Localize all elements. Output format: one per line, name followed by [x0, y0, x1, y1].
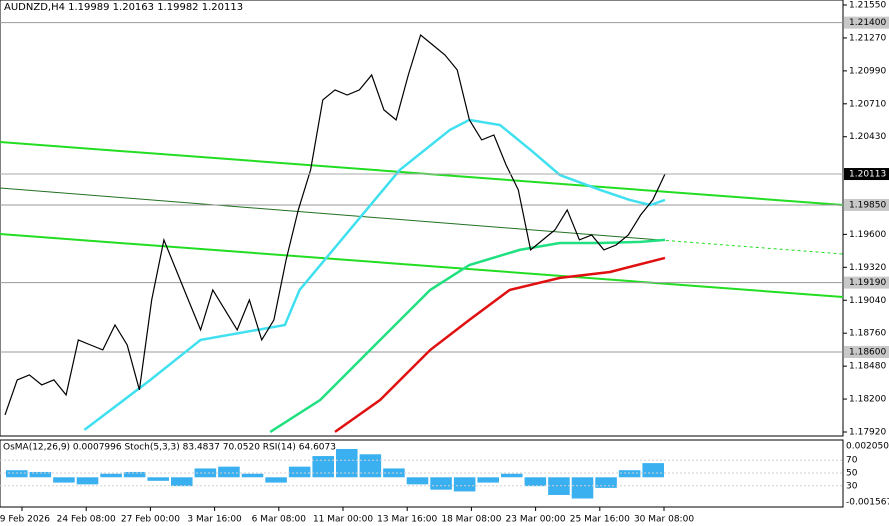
osma-bar — [312, 456, 334, 478]
x-tick-label: 30 Mar 08:00 — [634, 515, 694, 525]
y-tick-label: 1.18200 — [849, 395, 886, 405]
osma-bar — [548, 477, 570, 495]
y-tick-label: 1.19600 — [849, 230, 886, 240]
y-tick-label: 1.20990 — [849, 66, 886, 76]
level-label: 1.19190 — [849, 278, 886, 288]
moving-average — [334, 256, 666, 433]
x-tick-label: 11 Mar 00:00 — [313, 515, 373, 525]
moving-average — [269, 238, 666, 433]
upper-trendline — [0, 141, 844, 206]
osma-bar — [218, 466, 240, 478]
osma-bar — [171, 477, 193, 487]
moving-average — [83, 118, 666, 431]
osma-bar — [501, 473, 523, 478]
osma-bar — [100, 473, 122, 478]
y-tick-label: 1.17920 — [849, 428, 886, 438]
osma-bar — [53, 477, 75, 483]
middle-trendline — [0, 187, 661, 241]
osma-bar — [524, 477, 547, 487]
chart-title: AUDNZD,H4 1.19989 1.20163 1.19982 1.2011… — [4, 2, 243, 13]
osma-bar — [430, 477, 452, 490]
y-tick-label: 1.19320 — [849, 263, 886, 273]
y-tick-label: 1.21270 — [849, 33, 886, 43]
osma-bar — [595, 477, 617, 488]
current-price-bg — [844, 168, 889, 181]
osma-bar — [477, 477, 499, 483]
price-panel — [0, 0, 844, 437]
level-label-bg — [844, 276, 889, 289]
level-label: 1.19850 — [849, 200, 886, 210]
osma-bar — [336, 448, 358, 478]
y-tick-label: 1.19040 — [849, 296, 886, 306]
level-label-bg — [844, 346, 889, 359]
x-tick-label: 13 Mar 16:00 — [377, 515, 437, 525]
x-tick-label: 25 Mar 16:00 — [570, 515, 630, 525]
y-tick-label: 1.18480 — [849, 362, 886, 372]
osma-bar — [29, 471, 52, 478]
osma-bar — [453, 477, 476, 492]
level-label-bg — [844, 16, 889, 29]
y-tick-label: 1.21550 — [849, 1, 886, 11]
price-line — [4, 33, 666, 416]
osma-tick-label: 0.0020505 — [846, 442, 889, 452]
osma-bar — [6, 470, 28, 478]
current-price-label: 1.20113 — [849, 170, 886, 180]
osma-bar — [642, 463, 664, 478]
osma-bar — [618, 470, 641, 478]
level-label: 1.21400 — [849, 18, 886, 28]
osma-bar — [359, 454, 382, 478]
x-tick-label: 6 Mar 08:00 — [252, 515, 307, 525]
stoch-level-label: 50 — [846, 469, 858, 479]
level-label: 1.18600 — [849, 348, 886, 358]
stoch-level-label: 30 — [846, 481, 858, 491]
trendlines — [0, 141, 844, 298]
x-tick-label: 3 Mar 16:00 — [187, 515, 242, 525]
osma-bar — [265, 477, 287, 483]
osma-bar — [571, 477, 594, 499]
x-tick-label: 18 Mar 08:00 — [441, 515, 501, 525]
y-tick-label: 1.20710 — [849, 99, 886, 109]
osma-tick-label: -0.001567 — [846, 498, 889, 508]
x-tick-label: 19 Feb 2026 — [0, 515, 50, 525]
stoch-level-label: 70 — [846, 456, 858, 466]
x-tick-label: 27 Feb 00:00 — [121, 515, 180, 525]
osma-bar — [241, 473, 264, 478]
osma-bar — [123, 471, 146, 478]
middle-trendline-ext — [659, 239, 844, 255]
osma-bar — [147, 477, 169, 481]
osma-bar — [76, 477, 99, 485]
indicator-title: OsMA(12,26,9) 0.0007996 Stoch(5,3,3) 83.… — [3, 443, 336, 453]
y-tick-label: 1.18760 — [849, 329, 886, 339]
lower-trendline — [0, 233, 844, 298]
y-tick-label: 1.20430 — [849, 132, 886, 142]
osma-bar — [288, 466, 311, 478]
level-label-bg — [844, 198, 889, 211]
x-tick-label: 23 Mar 00:00 — [506, 515, 566, 525]
osma-bar — [406, 477, 429, 485]
x-tick-label: 24 Feb 08:00 — [57, 515, 116, 525]
